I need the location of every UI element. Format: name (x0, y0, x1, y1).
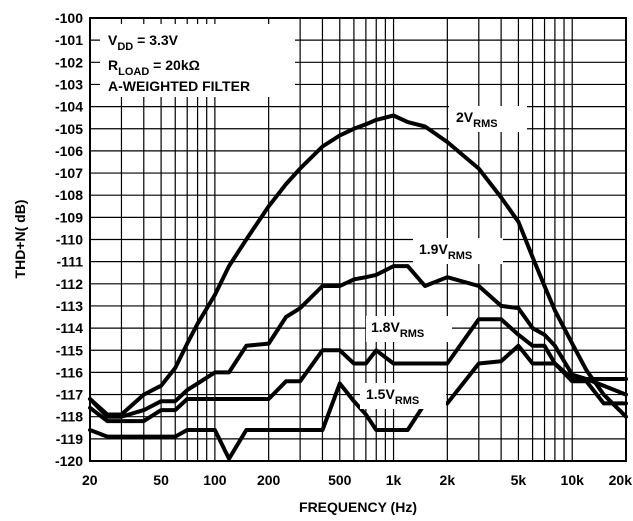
series-line-1-8v (88, 317, 628, 424)
y-tick-label: -107 (55, 165, 83, 181)
y-tick-label: -100 (55, 10, 83, 26)
y-tick-label: -102 (55, 54, 83, 70)
x-tick-labels: 20 50 100 200 500 1k 2k 5k 10k 20k (82, 472, 632, 488)
y-tick-label: -104 (55, 99, 83, 115)
series-line-1-9v (88, 264, 628, 419)
y-tick-label: -116 (56, 364, 83, 380)
series-label-1-5v-main: 1.5V (366, 386, 395, 402)
y-tick-label: -118 (56, 409, 83, 425)
y-tick-label: -113 (56, 298, 83, 314)
x-tick-label: 500 (328, 472, 352, 488)
x-axis-title: FREQUENCY (Hz) (299, 499, 417, 515)
series-label-1-9v: 1.9VRMS (419, 241, 472, 262)
x-tick-label: 5k (511, 472, 527, 488)
x-tick-label: 20k (609, 472, 633, 488)
y-tick-label: -103 (55, 76, 83, 92)
series-label-bg-1-8v (366, 316, 452, 342)
vdd-annotation: VDD = 3.3V (108, 32, 179, 53)
annotation-box (100, 24, 295, 97)
y-tick-label: -117 (56, 387, 83, 403)
x-tick-label: 10k (561, 472, 585, 488)
filter-annotation: A-WEIGHTED FILTER (108, 78, 250, 94)
series-label-1-8v: 1.8VRMS (371, 319, 424, 340)
y-tick-label: -112 (56, 276, 83, 292)
series-label-bg-1-5v (360, 383, 446, 409)
rload-main: R (108, 57, 118, 73)
series-lines (88, 113, 628, 461)
series-label-bg-2v (449, 106, 527, 132)
y-tick-label: -111 (57, 254, 84, 270)
y-tick-label: -105 (55, 121, 83, 137)
series-label-2v-main: 2V (456, 109, 474, 125)
series-line-2v (88, 113, 628, 419)
series-label-1-9v-sub: RMS (448, 250, 472, 262)
series-label-1-9v-main: 1.9V (419, 241, 448, 257)
y-tick-label: -115 (56, 342, 83, 358)
series-label-1-5v: 1.5VRMS (366, 386, 419, 407)
series-label-1-8v-main: 1.8V (371, 319, 400, 335)
x-tick-label: 20 (82, 472, 98, 488)
x-tick-label: 1k (386, 472, 402, 488)
y-tick-labels: -100 -101 -102 -103 -104 -105 -106 -107 -108 -109… (55, 10, 83, 469)
y-tick-label: -108 (55, 187, 83, 203)
x-tick-label: 2k (440, 472, 456, 488)
rload-rest: = 20kΩ (149, 57, 200, 73)
series-line-1-5v (88, 343, 628, 461)
vdd-rest: = 3.3V (133, 32, 178, 48)
vdd-main: V (108, 32, 118, 48)
y-tick-label: -106 (55, 143, 83, 159)
y-tick-label: -101 (55, 32, 83, 48)
series-label-1-5v-sub: RMS (395, 395, 419, 407)
rload-annotation: RLOAD = 20kΩ (108, 57, 200, 78)
x-tick-label: 50 (153, 472, 169, 488)
y-tick-label: -110 (56, 232, 83, 248)
y-tick-label: -109 (55, 209, 83, 225)
y-axis-title: THD+N( dB) (12, 200, 28, 279)
vdd-sub: DD (117, 41, 133, 53)
series-label-1-8v-sub: RMS (400, 328, 424, 340)
y-tick-label: -119 (56, 431, 83, 447)
plot-frame (89, 17, 627, 462)
series-label-bg-1-9v (413, 238, 503, 264)
y-tick-label: -114 (56, 320, 83, 336)
y-tick-label: -120 (55, 453, 83, 469)
series-label-2v: 2VRMS (456, 109, 498, 130)
rload-sub: LOAD (118, 66, 149, 78)
series-label-2v-sub: RMS (473, 118, 497, 130)
x-tick-label: 100 (203, 472, 227, 488)
x-tick-label: 200 (257, 472, 281, 488)
